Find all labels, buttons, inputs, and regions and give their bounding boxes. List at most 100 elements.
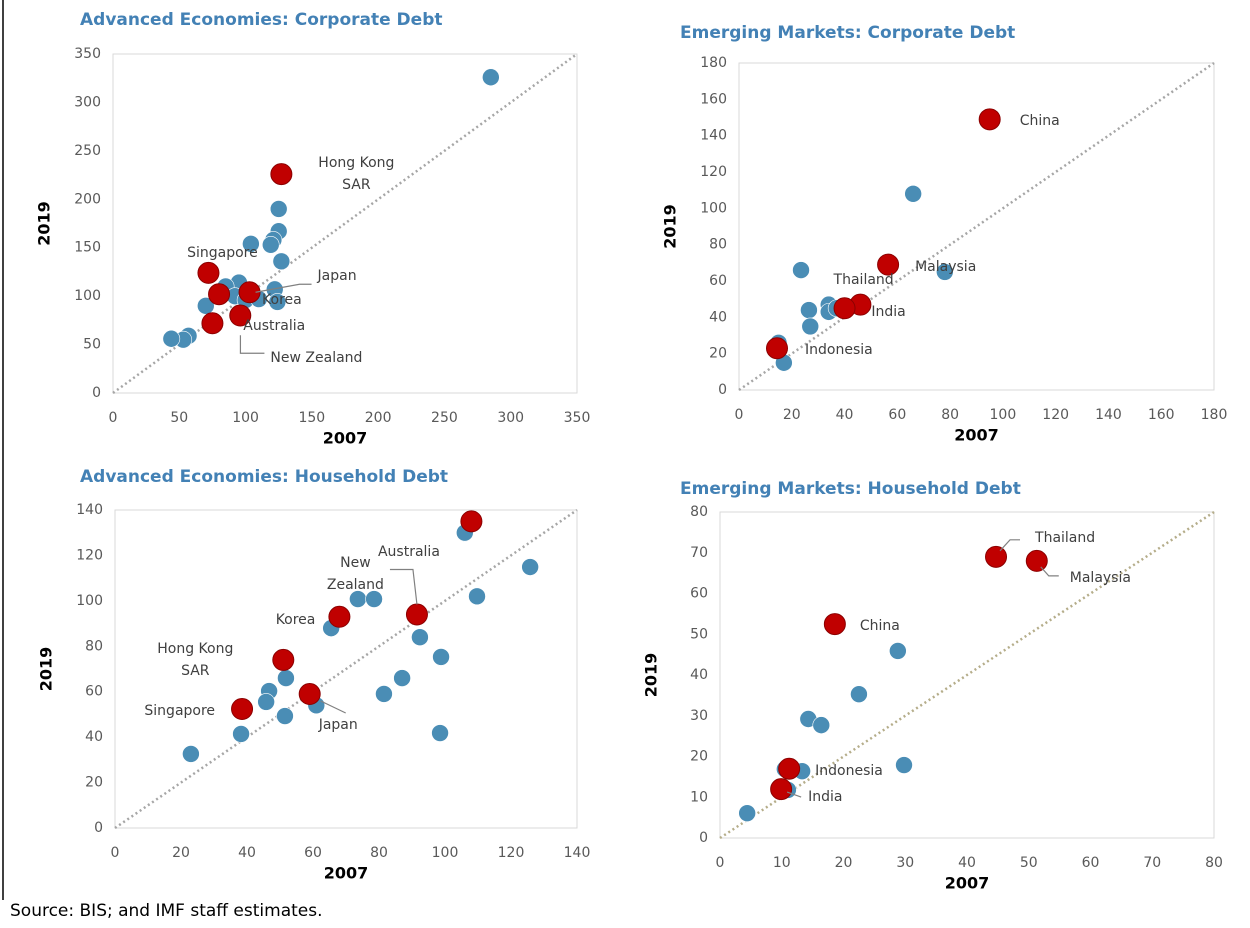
highlight-point: [978, 108, 1001, 131]
y-axis-label: 2019: [37, 647, 56, 692]
highlight-point: [405, 603, 428, 626]
highlight-point: [770, 778, 793, 801]
x-axis-label: 2007: [954, 426, 999, 445]
y-tick-label: 250: [74, 143, 101, 159]
leader-line: [1040, 566, 1059, 577]
y-tick-label: 60: [709, 273, 727, 289]
y-tick-label: 50: [83, 337, 101, 353]
highlight-point: [298, 682, 321, 705]
plot-frame: [738, 62, 1215, 391]
point: [800, 301, 818, 319]
leader-line: [389, 568, 418, 605]
point: [812, 716, 831, 734]
point-label: China: [859, 618, 900, 635]
x-tick-label: 200: [365, 410, 392, 426]
x-tick-label: 0: [111, 845, 120, 861]
x-tick-label: 40: [836, 407, 854, 423]
highlight-point: [985, 545, 1008, 568]
point-label: India: [808, 789, 843, 806]
y-tick-label: 10: [690, 789, 708, 805]
point: [182, 745, 200, 763]
diagonal-line: [719, 510, 1215, 840]
y-tick-label: 20: [690, 749, 708, 765]
x-tick-label: 30: [896, 855, 914, 871]
point: [272, 252, 291, 271]
point: [738, 804, 756, 822]
y-tick-label: 40: [690, 667, 708, 683]
point-label: China: [1019, 113, 1060, 130]
x-tick-label: 350: [564, 410, 591, 426]
point: [904, 185, 922, 203]
point: [432, 648, 450, 666]
x-tick-label: 180: [1201, 407, 1228, 423]
x-tick-label: 100: [432, 845, 459, 861]
point-label: New Zealand: [326, 555, 384, 594]
y-tick-label: 40: [85, 729, 103, 745]
point: [276, 707, 294, 725]
x-tick-label: 10: [773, 855, 791, 871]
point-label: India: [871, 303, 906, 320]
y-tick-label: 60: [690, 586, 708, 602]
point-label: Singapore: [144, 702, 216, 719]
diagonal-line: [114, 508, 578, 830]
point: [393, 669, 411, 687]
point-label: Singapore: [187, 244, 258, 261]
point: [895, 756, 913, 774]
x-tick-label: 0: [109, 410, 118, 426]
point: [197, 297, 215, 315]
y-tick-label: 70: [690, 545, 708, 561]
x-tick-label: 80: [1205, 855, 1223, 871]
y-tick-label: 150: [74, 240, 101, 256]
y-tick-label: 60: [85, 684, 103, 700]
point: [521, 558, 539, 576]
x-tick-label: 0: [716, 855, 725, 871]
highlight-point: [823, 613, 846, 636]
highlight-point: [229, 304, 252, 327]
plot-frame: [114, 509, 578, 829]
leader-line: [320, 700, 346, 714]
highlight-point: [766, 337, 788, 360]
y-tick-label: 0: [94, 820, 103, 836]
x-tick-label: 150: [298, 410, 325, 426]
highlight-point: [833, 297, 856, 320]
point-label: Korea: [275, 611, 316, 628]
x-tick-label: 60: [304, 845, 322, 861]
highlight-point: [1025, 549, 1048, 572]
x-axis-label: 2007: [945, 874, 990, 893]
x-axis-label: 2007: [323, 429, 368, 448]
point: [411, 628, 429, 647]
x-tick-label: 80: [941, 407, 959, 423]
leader-line: [239, 335, 265, 354]
y-tick-label: 160: [700, 91, 727, 107]
x-tick-label: 140: [1095, 407, 1122, 423]
y-tick-label: 300: [74, 94, 101, 110]
y-tick-label: 200: [74, 191, 101, 207]
point-label: Malaysia: [915, 258, 977, 275]
x-tick-label: 20: [835, 855, 853, 871]
point-label: Hong Kong SAR: [318, 155, 395, 194]
y-tick-label: 0: [718, 382, 727, 398]
y-tick-label: 140: [700, 128, 727, 144]
x-tick-label: 60: [1082, 855, 1100, 871]
chart-title: Advanced Economies: Household Debt: [80, 467, 448, 487]
x-tick-label: 120: [1042, 407, 1069, 423]
point: [242, 235, 260, 253]
x-tick-label: 50: [170, 410, 188, 426]
y-tick-label: 350: [74, 46, 101, 62]
point: [468, 587, 486, 606]
point: [792, 261, 810, 279]
highlight-point: [197, 261, 220, 284]
point: [850, 685, 868, 703]
y-axis-label: 2019: [35, 201, 54, 246]
highlight-point: [328, 605, 351, 628]
point-label: New Zealand: [270, 350, 363, 367]
chart-title: Emerging Markets: Household Debt: [680, 479, 1021, 499]
diagonal-line: [738, 61, 1215, 392]
point: [232, 725, 250, 743]
highlight-point: [778, 757, 801, 780]
chart-title: Advanced Economies: Corporate Debt: [80, 10, 443, 30]
point: [261, 236, 280, 254]
x-tick-label: 40: [958, 855, 976, 871]
y-tick-label: 0: [92, 385, 101, 401]
